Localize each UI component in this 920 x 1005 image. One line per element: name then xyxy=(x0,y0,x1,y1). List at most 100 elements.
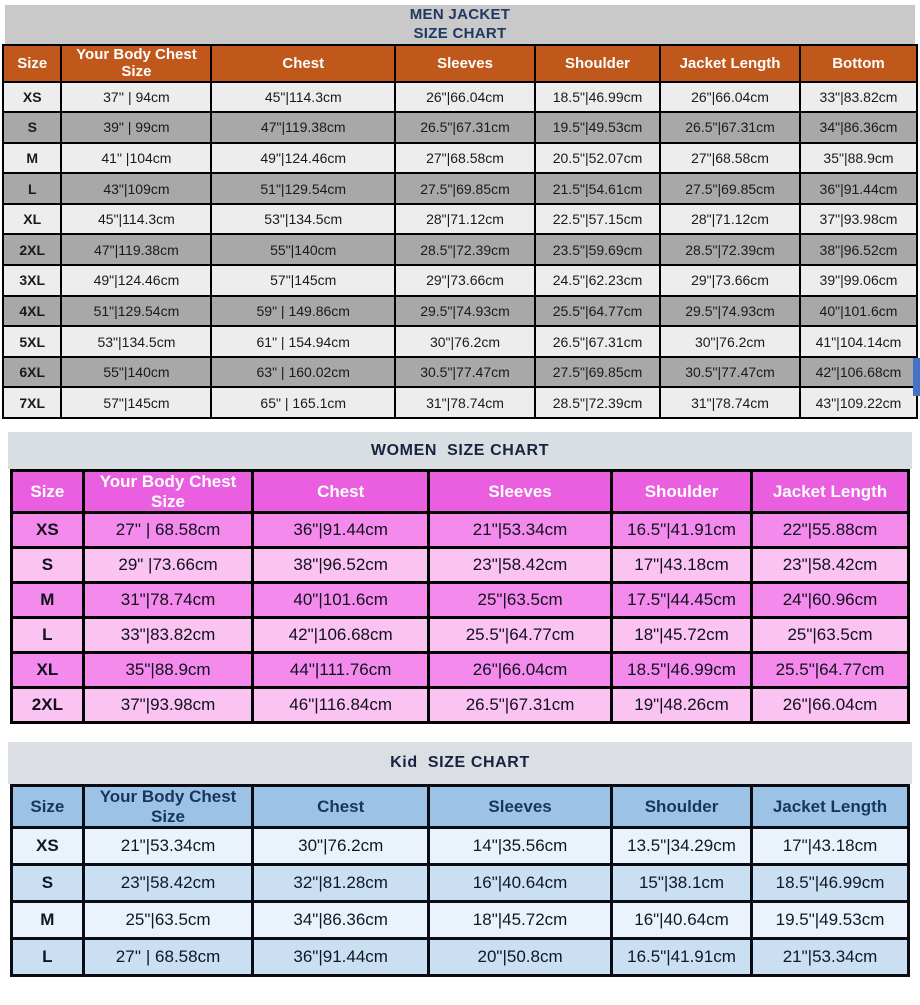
column-header-jacket-length: Jacket Length xyxy=(749,469,911,515)
measurement-cell: 17"|43.18cm xyxy=(610,546,753,585)
measurement-cell: 49"|124.46cm xyxy=(210,141,397,175)
measurement-cell: 22.5"|57.15cm xyxy=(533,202,662,236)
women-chart-title: WOMEN SIZE CHART xyxy=(8,432,912,470)
men-table-row-3xl: 3XL 49"|124.46cm 57"|145cm 29"|73.66cm 24.5"… xyxy=(1,264,919,297)
measurement-cell: 27.5"|69.85cm xyxy=(659,172,801,205)
measurement-cell: 30.5"|77.47cm xyxy=(659,355,801,389)
measurement-cell: 16.5"|41.91cm xyxy=(610,937,753,978)
measurement-cell: 18.5"|46.99cm xyxy=(533,80,662,114)
column-header-chest: Chest xyxy=(251,469,431,515)
measurement-cell: 37"|93.98cm xyxy=(81,686,255,725)
measurement-cell: 31"|78.74cm xyxy=(81,581,255,620)
size-charts-root: MEN JACKET SIZE CHART Size Your Body Chest… xyxy=(0,5,920,978)
size-label-cell: 2XL xyxy=(10,686,85,725)
measurement-cell: 39"|99.06cm xyxy=(798,264,919,297)
column-header-shoulder: Shoulder xyxy=(533,44,662,83)
size-label-cell: XL xyxy=(10,651,85,690)
measurement-cell: 27'' | 68.58cm xyxy=(81,937,255,978)
men-table-row-7xl: 7XL 57"|145cm 65" | 165.1cm 31"|78.74cm 28.5… xyxy=(1,386,919,420)
size-label-cell: S xyxy=(1,111,63,144)
size-label-cell: M xyxy=(1,141,63,175)
measurement-cell: 15"|38.1cm xyxy=(610,863,753,904)
measurement-cell: 21"|53.34cm xyxy=(427,511,614,550)
measurement-cell: 21.5"|54.61cm xyxy=(533,172,662,205)
measurement-cell: 55"|140cm xyxy=(60,355,213,389)
men-size-table: Size Your Body Chest Size Chest Sleeves Shou… xyxy=(1,44,919,420)
size-label-cell: S xyxy=(10,546,85,585)
kid-table-row-s: S 23"|58.42cm 32"|81.28cm 16"|40.64cm 15"|38… xyxy=(10,863,911,904)
men-table-row-xl: XL 45"|114.3cm 53"|134.5cm 28"|71.12cm 22.5"… xyxy=(1,202,919,236)
measurement-cell: 25.5"|64.77cm xyxy=(533,294,662,328)
men-chart-title: MEN JACKET SIZE CHART xyxy=(5,5,915,44)
column-header-size: Size xyxy=(1,44,63,83)
measurement-cell: 28.5"|72.39cm xyxy=(533,386,662,420)
measurement-cell: 38"|96.52cm xyxy=(798,233,919,267)
size-label-cell: XS xyxy=(1,80,63,114)
measurement-cell: 16"|40.64cm xyxy=(610,900,753,941)
measurement-cell: 39" | 99cm xyxy=(60,111,213,144)
measurement-cell: 18"|45.72cm xyxy=(610,616,753,655)
measurement-cell: 30.5"|77.47cm xyxy=(394,355,536,389)
measurement-cell: 32"|81.28cm xyxy=(251,863,431,904)
size-label-cell: 5XL xyxy=(1,325,63,358)
size-label-cell: S xyxy=(10,863,85,904)
measurement-cell: 19"|48.26cm xyxy=(610,686,753,725)
measurement-cell: 25.5"|64.77cm xyxy=(749,651,911,690)
women-table-row-m: M 31"|78.74cm 40"|101.6cm 25"|63.5cm 17.5"|4… xyxy=(10,581,911,620)
women-size-chart-section: WOMEN SIZE CHART Size Your Body Chest Size… xyxy=(0,432,920,725)
measurement-cell: 29.5"|74.93cm xyxy=(394,294,536,328)
kid-chart-title: Kid SIZE CHART xyxy=(8,742,912,785)
size-label-cell: L xyxy=(10,616,85,655)
measurement-cell: 26.5"|67.31cm xyxy=(533,325,662,358)
measurement-cell: 35"|88.9cm xyxy=(798,141,919,175)
men-table-row-4xl: 4XL 51"|129.54cm 59" | 149.86cm 29.5"|74.93… xyxy=(1,294,919,328)
size-label-cell: XS xyxy=(10,511,85,550)
column-header-sleeves: Sleeves xyxy=(427,784,614,830)
column-header-bottom: Bottom xyxy=(798,44,919,83)
size-label-cell: 2XL xyxy=(1,233,63,267)
men-table-row-s: S 39" | 99cm 47"|119.38cm 26.5"|67.31cm 19.5… xyxy=(1,111,919,144)
column-header-chest: Chest xyxy=(210,44,397,83)
kid-table-row-l: L 27'' | 68.58cm 36"|91.44cm 20"|50.8cm 16.5… xyxy=(10,937,911,978)
measurement-cell: 16"|40.64cm xyxy=(427,863,614,904)
men-table-row-xs: XS 37'' | 94cm 45"|114.3cm 26"|66.04cm 18.5"… xyxy=(1,80,919,114)
measurement-cell: 13.5"|34.29cm xyxy=(610,826,753,867)
column-header-sleeves: Sleeves xyxy=(394,44,536,83)
measurement-cell: 43"|109.22cm xyxy=(798,386,919,420)
measurement-cell: 31"|78.74cm xyxy=(394,386,536,420)
measurement-cell: 26.5"|67.31cm xyxy=(394,111,536,144)
measurement-cell: 33"|83.82cm xyxy=(798,80,919,114)
men-header-row: Size Your Body Chest Size Chest Sleeves Shou… xyxy=(1,44,919,83)
measurement-cell: 20"|50.8cm xyxy=(427,937,614,978)
men-table-row-2xl: 2XL 47"|119.38cm 55"|140cm 28.5"|72.39cm 23.… xyxy=(1,233,919,267)
measurement-cell: 35"|88.9cm xyxy=(81,651,255,690)
measurement-cell: 65" | 165.1cm xyxy=(210,386,397,420)
measurement-cell: 40"|101.6cm xyxy=(798,294,919,328)
measurement-cell: 19.5"|49.53cm xyxy=(749,900,911,941)
measurement-cell: 18.5"|46.99cm xyxy=(749,863,911,904)
measurement-cell: 18"|45.72cm xyxy=(427,900,614,941)
kid-header-row: Size Your Body Chest Size Chest Sleeves Shou… xyxy=(10,784,911,830)
women-table-row-l: L 33"|83.82cm 42"|106.68cm 25.5"|64.77cm 18"… xyxy=(10,616,911,655)
column-header-your-body-chest-size: Your Body Chest Size xyxy=(81,784,255,830)
measurement-cell: 53"|134.5cm xyxy=(60,325,213,358)
measurement-cell: 30"|76.2cm xyxy=(659,325,801,358)
measurement-cell: 40"|101.6cm xyxy=(251,581,431,620)
size-label-cell: 6XL xyxy=(1,355,63,389)
measurement-cell: 26.5"|67.31cm xyxy=(427,686,614,725)
measurement-cell: 17.5"|44.45cm xyxy=(610,581,753,620)
women-table-row-s: S 29" |73.66cm 38"|96.52cm 23"|58.42cm 17"|4… xyxy=(10,546,911,585)
size-label-cell: L xyxy=(10,937,85,978)
measurement-cell: 28"|71.12cm xyxy=(394,202,536,236)
measurement-cell: 20.5"|52.07cm xyxy=(533,141,662,175)
measurement-cell: 29"|73.66cm xyxy=(659,264,801,297)
measurement-cell: 34"|86.36cm xyxy=(251,900,431,941)
kid-size-chart-section: Kid SIZE CHART Size Your Body Chest Size Ch… xyxy=(0,742,920,978)
column-header-jacket-length: Jacket Length xyxy=(659,44,801,83)
measurement-cell: 27.5"|69.85cm xyxy=(394,172,536,205)
measurement-cell: 55"|140cm xyxy=(210,233,397,267)
measurement-cell: 16.5"|41.91cm xyxy=(610,511,753,550)
measurement-cell: 47"|119.38cm xyxy=(60,233,213,267)
column-header-your-body-chest-size: Your Body Chest Size xyxy=(81,469,255,515)
measurement-cell: 18.5"|46.99cm xyxy=(610,651,753,690)
